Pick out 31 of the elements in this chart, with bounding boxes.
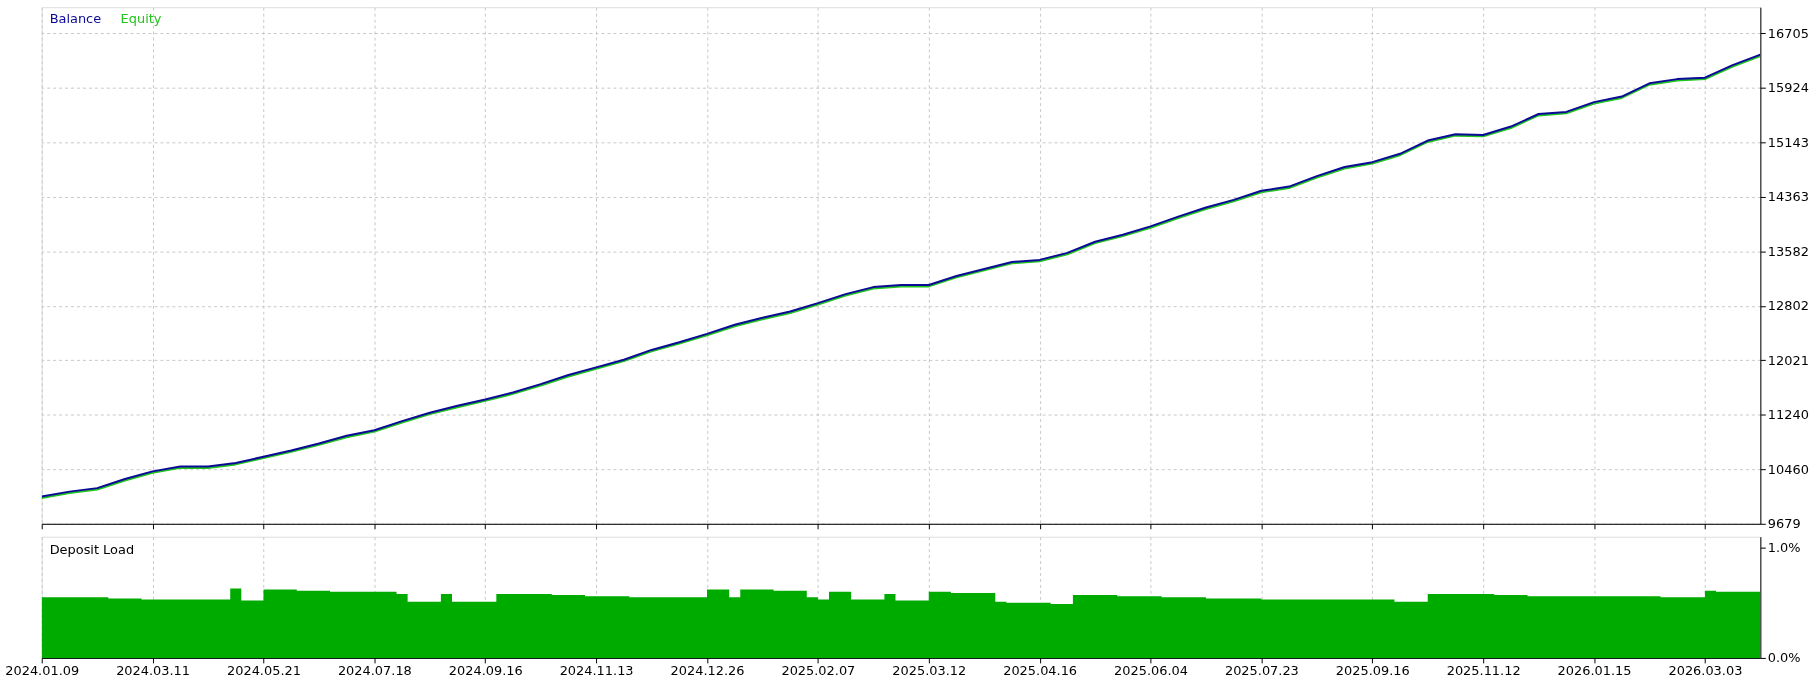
y-tick-label: 16705 bbox=[1767, 25, 1809, 41]
text: Balance bbox=[49, 11, 102, 27]
y-tick-label: 12802 bbox=[1767, 298, 1809, 314]
y-tick-label: 9679 bbox=[1767, 516, 1801, 532]
text: Equity bbox=[120, 11, 162, 27]
x-tick-label: 2024.09.16 bbox=[448, 663, 523, 679]
y-tick-label: 12021 bbox=[1767, 352, 1809, 368]
chart-title: Deposit Load bbox=[49, 541, 135, 557]
y-tick-label: 15143 bbox=[1767, 134, 1809, 150]
y-tick-label: 15924 bbox=[1767, 80, 1809, 96]
x-tick-label: 2025.02.07 bbox=[781, 663, 856, 679]
x-tick-label: 2024.07.18 bbox=[337, 663, 412, 679]
x-tick-label: 2024.05.21 bbox=[227, 663, 301, 679]
x-tick-label: 2024.03.11 bbox=[116, 663, 191, 679]
x-tick-label: 2025.03.12 bbox=[892, 663, 967, 679]
y-tick-label: 14363 bbox=[1767, 189, 1809, 205]
x-tick-label: 2024.01.09 bbox=[5, 663, 80, 679]
x-tick-label: 2025.09.16 bbox=[1335, 663, 1410, 679]
y-tick-label: 1.0% bbox=[1767, 540, 1801, 556]
x-tick-label: 2026.01.15 bbox=[1557, 663, 1632, 679]
x-tick-label: 2024.11.13 bbox=[559, 663, 634, 679]
x-tick-label: 2025.06.04 bbox=[1114, 663, 1188, 679]
y-tick-label: 0.0% bbox=[1767, 650, 1801, 666]
y-tick-label: 11240 bbox=[1767, 407, 1809, 423]
x-tick-label: 2026.03.03 bbox=[1668, 663, 1743, 679]
y-tick-label: 10460 bbox=[1767, 461, 1809, 477]
x-tick-label: 2025.04.16 bbox=[1003, 663, 1078, 679]
x-tick-label: 2024.12.26 bbox=[670, 663, 745, 679]
x-tick-label: 2025.07.23 bbox=[1224, 663, 1299, 679]
y-tick-label: 13582 bbox=[1767, 243, 1809, 259]
x-tick-label: 2025.11.12 bbox=[1446, 663, 1521, 679]
